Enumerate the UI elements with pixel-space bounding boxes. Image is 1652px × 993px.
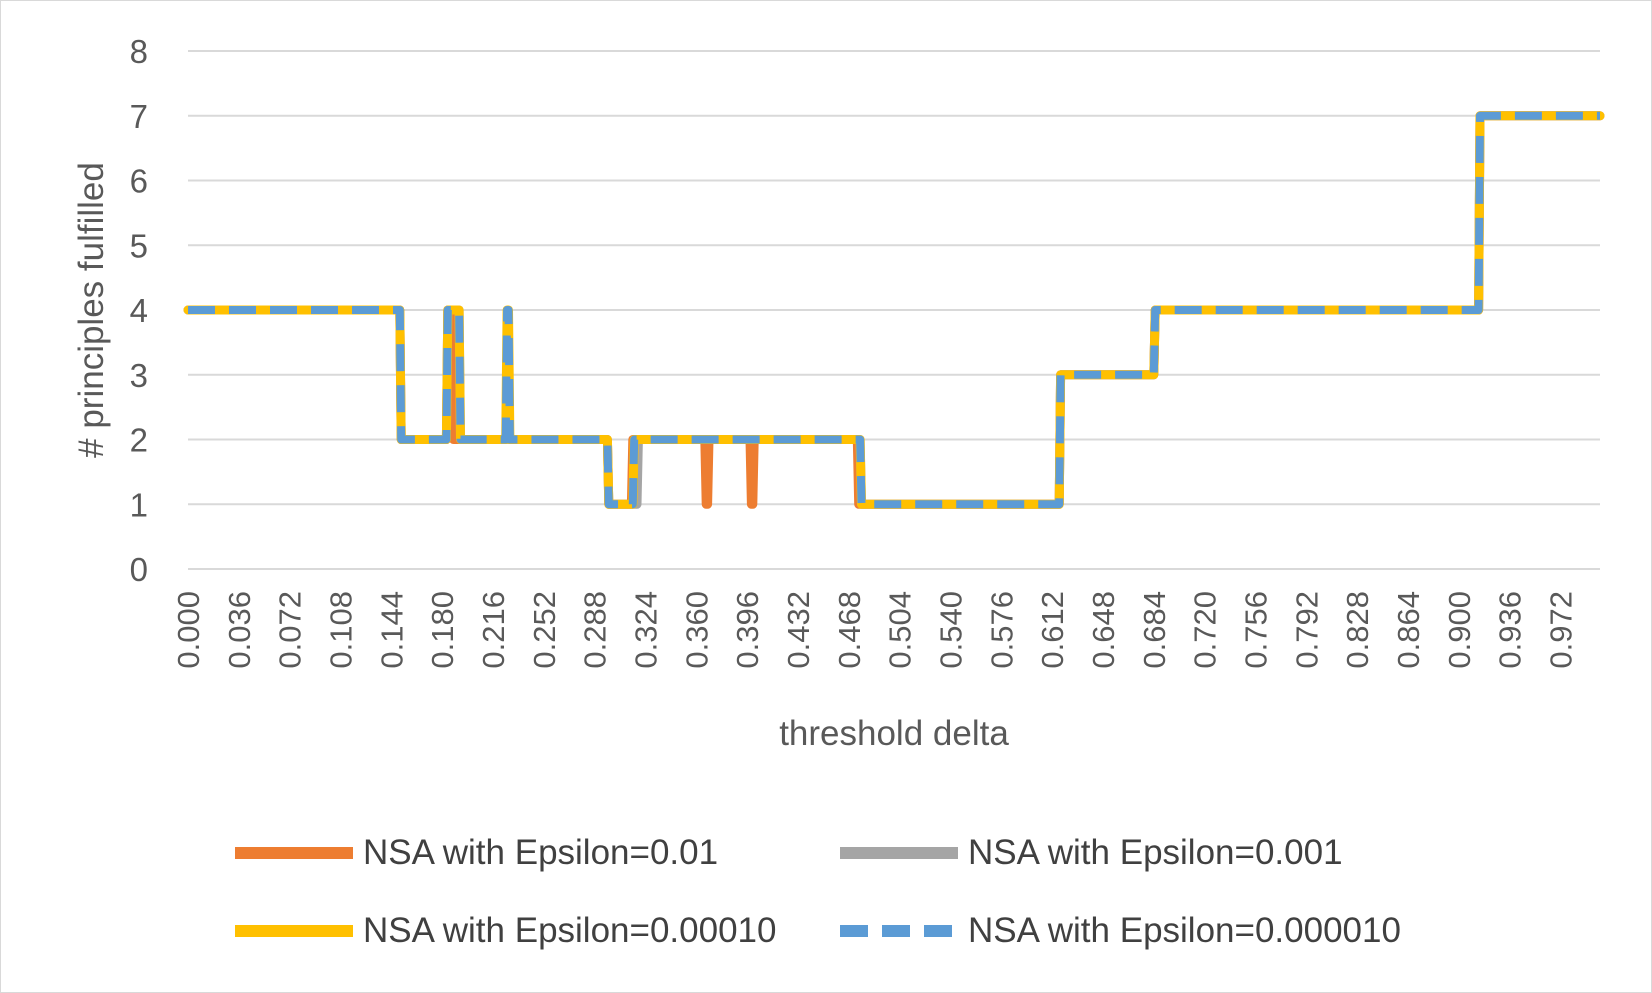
x-tick-label: 0.720: [1188, 591, 1223, 669]
y-tick-label: 5: [130, 227, 148, 264]
x-tick-labels: 0.000 0.036 0.072 0.108 0.144 0.180 0.216 0.252…: [171, 591, 1578, 669]
x-tick-label: 0.504: [883, 591, 918, 669]
x-tick-label: 0.432: [781, 591, 816, 669]
x-tick-label: 0.072: [273, 591, 308, 669]
x-tick-label: 0.936: [1493, 591, 1528, 669]
x-tick-label: 0.792: [1289, 591, 1324, 669]
y-tick-label: 2: [130, 422, 148, 459]
series-line-3: [188, 111, 1600, 509]
x-tick-label: 0.360: [679, 591, 714, 669]
y-tick-label: 4: [130, 292, 148, 329]
x-tick-label: 0.396: [730, 591, 765, 669]
x-tick-label: 0.864: [1391, 591, 1426, 669]
x-tick-label: 0.684: [1137, 591, 1172, 669]
x-tick-label: 0.648: [1086, 591, 1121, 669]
x-tick-label: 0.180: [425, 591, 460, 669]
x-tick-label: 0.756: [1238, 591, 1273, 669]
y-tick-labels: 0 1 2 3 4 5 6 7 8: [130, 33, 148, 588]
y-tick-label: 8: [130, 33, 148, 70]
x-tick-label: 0.612: [1035, 591, 1070, 669]
x-tick-label: 0.576: [984, 591, 1019, 669]
y-tick-label: 7: [130, 98, 148, 135]
x-tick-label: 0.540: [933, 591, 968, 669]
x-tick-label: 0.324: [628, 591, 663, 669]
x-tick-label: 0.468: [832, 591, 867, 669]
y-tick-label: 3: [130, 357, 148, 394]
x-tick-label: 0.144: [374, 591, 409, 669]
x-axis-label: threshold delta: [779, 714, 1009, 753]
x-tick-label: 0.036: [222, 591, 257, 669]
y-axis-label: # principles fulfilled: [72, 162, 111, 458]
x-tick-label: 0.000: [171, 591, 206, 669]
x-tick-label: 0.252: [527, 591, 562, 669]
y-tick-label: 1: [130, 486, 148, 523]
x-tick-label: 0.108: [323, 591, 358, 669]
y-tick-label: 6: [130, 163, 148, 200]
x-tick-label: 0.216: [476, 591, 511, 669]
x-tick-label: 0.288: [578, 591, 613, 669]
gridlines: [188, 50, 1600, 570]
x-tick-label: 0.900: [1442, 591, 1477, 669]
x-tick-label: 0.828: [1340, 591, 1375, 669]
y-tick-label: 0: [130, 551, 148, 588]
x-tick-label: 0.972: [1543, 591, 1578, 669]
series-lines: [183, 111, 1605, 509]
